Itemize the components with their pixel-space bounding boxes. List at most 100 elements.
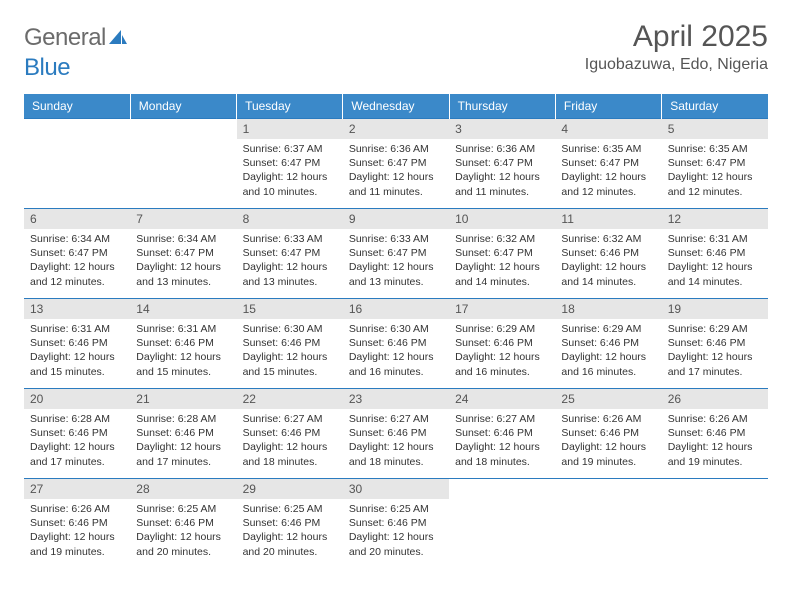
day-number: 21 [130,389,236,409]
weekday-header: Tuesday [237,94,343,119]
weekday-header: Friday [555,94,661,119]
day-details: Sunrise: 6:30 AMSunset: 6:46 PMDaylight:… [343,319,449,385]
day-number: 24 [449,389,555,409]
day-number: 17 [449,299,555,319]
day-details: Sunrise: 6:34 AMSunset: 6:47 PMDaylight:… [24,229,130,295]
sunset-text: Sunset: 6:47 PM [455,246,549,260]
sunset-text: Sunset: 6:46 PM [243,516,337,530]
day-number: 25 [555,389,661,409]
sunset-text: Sunset: 6:47 PM [243,246,337,260]
calendar-day-cell: 2Sunrise: 6:36 AMSunset: 6:47 PMDaylight… [343,119,449,209]
logo-text-blue: Blue [24,54,70,81]
sunset-text: Sunset: 6:46 PM [561,336,655,350]
daylight-text: Daylight: 12 hours and 20 minutes. [136,530,230,558]
sunset-text: Sunset: 6:46 PM [243,336,337,350]
sunrise-text: Sunrise: 6:26 AM [30,502,124,516]
day-number: 8 [237,209,343,229]
day-details: Sunrise: 6:25 AMSunset: 6:46 PMDaylight:… [237,499,343,565]
day-number: 11 [555,209,661,229]
sunrise-text: Sunrise: 6:30 AM [243,322,337,336]
calendar-table: SundayMondayTuesdayWednesdayThursdayFrid… [24,94,768,569]
calendar-day-cell: 21Sunrise: 6:28 AMSunset: 6:46 PMDayligh… [130,389,236,479]
calendar-body: ..1Sunrise: 6:37 AMSunset: 6:47 PMDaylig… [24,119,768,569]
calendar-day-cell: 22Sunrise: 6:27 AMSunset: 6:46 PMDayligh… [237,389,343,479]
calendar-day-cell: 9Sunrise: 6:33 AMSunset: 6:47 PMDaylight… [343,209,449,299]
sunrise-text: Sunrise: 6:36 AM [455,142,549,156]
day-number: 2 [343,119,449,139]
calendar-day-cell: 29Sunrise: 6:25 AMSunset: 6:46 PMDayligh… [237,479,343,569]
sunrise-text: Sunrise: 6:27 AM [455,412,549,426]
day-number: 1 [237,119,343,139]
daylight-text: Daylight: 12 hours and 18 minutes. [455,440,549,468]
day-details: Sunrise: 6:33 AMSunset: 6:47 PMDaylight:… [343,229,449,295]
calendar-day-cell: 14Sunrise: 6:31 AMSunset: 6:46 PMDayligh… [130,299,236,389]
calendar-day-cell: 23Sunrise: 6:27 AMSunset: 6:46 PMDayligh… [343,389,449,479]
sunrise-text: Sunrise: 6:32 AM [561,232,655,246]
logo-sail-icon [108,24,128,52]
calendar-day-cell: . [662,479,768,569]
calendar-day-cell: 24Sunrise: 6:27 AMSunset: 6:46 PMDayligh… [449,389,555,479]
day-details: Sunrise: 6:35 AMSunset: 6:47 PMDaylight:… [662,139,768,205]
day-number: 16 [343,299,449,319]
day-number: 26 [662,389,768,409]
day-details: Sunrise: 6:27 AMSunset: 6:46 PMDaylight:… [237,409,343,475]
calendar-week-row: 20Sunrise: 6:28 AMSunset: 6:46 PMDayligh… [24,389,768,479]
daylight-text: Daylight: 12 hours and 20 minutes. [243,530,337,558]
day-details: Sunrise: 6:30 AMSunset: 6:46 PMDaylight:… [237,319,343,385]
calendar-day-cell: 4Sunrise: 6:35 AMSunset: 6:47 PMDaylight… [555,119,661,209]
daylight-text: Daylight: 12 hours and 11 minutes. [349,170,443,198]
sunrise-text: Sunrise: 6:32 AM [455,232,549,246]
day-number: 30 [343,479,449,499]
day-number: 20 [24,389,130,409]
daylight-text: Daylight: 12 hours and 15 minutes. [243,350,337,378]
sunrise-text: Sunrise: 6:34 AM [136,232,230,246]
daylight-text: Daylight: 12 hours and 13 minutes. [349,260,443,288]
day-details: Sunrise: 6:27 AMSunset: 6:46 PMDaylight:… [449,409,555,475]
day-details: Sunrise: 6:28 AMSunset: 6:46 PMDaylight:… [130,409,236,475]
day-details: Sunrise: 6:37 AMSunset: 6:47 PMDaylight:… [237,139,343,205]
sunset-text: Sunset: 6:47 PM [136,246,230,260]
daylight-text: Daylight: 12 hours and 20 minutes. [349,530,443,558]
sunrise-text: Sunrise: 6:29 AM [561,322,655,336]
daylight-text: Daylight: 12 hours and 15 minutes. [136,350,230,378]
day-number: 9 [343,209,449,229]
sunset-text: Sunset: 6:46 PM [243,426,337,440]
calendar-day-cell: 12Sunrise: 6:31 AMSunset: 6:46 PMDayligh… [662,209,768,299]
day-details: Sunrise: 6:31 AMSunset: 6:46 PMDaylight:… [130,319,236,385]
day-details: Sunrise: 6:36 AMSunset: 6:47 PMDaylight:… [343,139,449,205]
weekday-header: Thursday [449,94,555,119]
day-details: Sunrise: 6:26 AMSunset: 6:46 PMDaylight:… [662,409,768,475]
sunrise-text: Sunrise: 6:34 AM [30,232,124,246]
sunrise-text: Sunrise: 6:30 AM [349,322,443,336]
daylight-text: Daylight: 12 hours and 13 minutes. [136,260,230,288]
daylight-text: Daylight: 12 hours and 17 minutes. [30,440,124,468]
daylight-text: Daylight: 12 hours and 17 minutes. [136,440,230,468]
calendar-day-cell: . [24,119,130,209]
sunset-text: Sunset: 6:47 PM [455,156,549,170]
weekday-header: Saturday [662,94,768,119]
daylight-text: Daylight: 12 hours and 16 minutes. [561,350,655,378]
logo-text-general: General [24,24,106,51]
sunrise-text: Sunrise: 6:29 AM [455,322,549,336]
day-number: 28 [130,479,236,499]
sunrise-text: Sunrise: 6:31 AM [668,232,762,246]
month-title: April 2025 [585,20,768,54]
sunrise-text: Sunrise: 6:29 AM [668,322,762,336]
sunset-text: Sunset: 6:46 PM [30,336,124,350]
day-number: 10 [449,209,555,229]
day-number: 6 [24,209,130,229]
day-number: 5 [662,119,768,139]
day-number: 13 [24,299,130,319]
sunrise-text: Sunrise: 6:37 AM [243,142,337,156]
day-details: Sunrise: 6:26 AMSunset: 6:46 PMDaylight:… [24,499,130,565]
sunset-text: Sunset: 6:46 PM [349,516,443,530]
day-details: Sunrise: 6:28 AMSunset: 6:46 PMDaylight:… [24,409,130,475]
sunrise-text: Sunrise: 6:36 AM [349,142,443,156]
calendar-day-cell: 15Sunrise: 6:30 AMSunset: 6:46 PMDayligh… [237,299,343,389]
day-details: Sunrise: 6:36 AMSunset: 6:47 PMDaylight:… [449,139,555,205]
calendar-day-cell: 13Sunrise: 6:31 AMSunset: 6:46 PMDayligh… [24,299,130,389]
daylight-text: Daylight: 12 hours and 10 minutes. [243,170,337,198]
calendar-day-cell: 26Sunrise: 6:26 AMSunset: 6:46 PMDayligh… [662,389,768,479]
daylight-text: Daylight: 12 hours and 14 minutes. [561,260,655,288]
daylight-text: Daylight: 12 hours and 18 minutes. [349,440,443,468]
